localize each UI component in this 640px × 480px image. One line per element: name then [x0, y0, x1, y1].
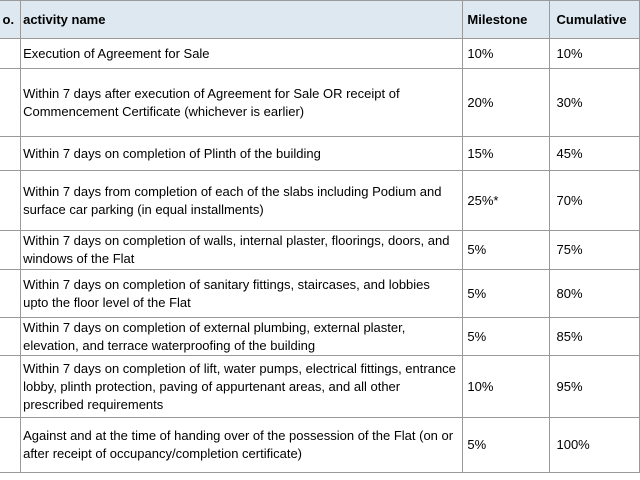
cumulative-cell: 75% — [549, 230, 640, 270]
serial-cell — [0, 230, 22, 270]
cumulative-cell: 100% — [549, 417, 640, 473]
activity-cell: Within 7 days on completion of sanitary … — [20, 269, 464, 318]
table-row: Within 7 days from completion of each of… — [0, 170, 640, 231]
milestone-cell: 5% — [462, 230, 551, 270]
table-row: Within 7 days on completion of external … — [0, 317, 640, 356]
milestone-cell: 25%* — [462, 170, 551, 231]
serial-cell — [0, 136, 22, 171]
serial-cell — [0, 355, 22, 418]
milestone-cell: 5% — [462, 317, 551, 356]
activity-cell: Within 7 days on completion of lift, wat… — [20, 355, 464, 418]
serial-cell — [0, 269, 22, 318]
table-row: Against and at the time of handing over … — [0, 417, 640, 473]
cumulative-cell: 70% — [549, 170, 640, 231]
activity-cell: Against and at the time of handing over … — [20, 417, 464, 473]
cumulative-cell: 85% — [549, 317, 640, 356]
cumulative-cell: 30% — [549, 68, 640, 137]
serial-cell — [0, 417, 22, 473]
milestone-cell: 20% — [462, 68, 551, 137]
cumulative-cell: 10% — [549, 38, 640, 69]
cumulative-cell: 45% — [549, 136, 640, 171]
milestone-cell: 5% — [462, 417, 551, 473]
table-row: Within 7 days on completion of sanitary … — [0, 269, 640, 318]
cumulative-cell: 95% — [549, 355, 640, 418]
milestone-cell: 10% — [462, 38, 551, 69]
milestone-cell: 5% — [462, 269, 551, 318]
cumulative-cell: 80% — [549, 269, 640, 318]
table-row: Execution of Agreement for Sale 10% 10% — [0, 38, 640, 69]
header-activity-name: activity name — [20, 0, 464, 39]
serial-cell — [0, 38, 22, 69]
activity-cell: Within 7 days on completion of Plinth of… — [20, 136, 464, 171]
table-row: Within 7 days after execution of Agreeme… — [0, 68, 640, 137]
header-milestone: Milestone — [462, 0, 551, 39]
milestone-cell: 15% — [462, 136, 551, 171]
header-serial-number: o. — [0, 0, 22, 39]
table-row: Within 7 days on completion of Plinth of… — [0, 136, 640, 171]
activity-cell: Within 7 days after execution of Agreeme… — [20, 68, 464, 137]
table-row: Within 7 days on completion of walls, in… — [0, 230, 640, 270]
table-row: Within 7 days on completion of lift, wat… — [0, 355, 640, 418]
milestone-cell: 10% — [462, 355, 551, 418]
activity-cell: Within 7 days on completion of walls, in… — [20, 230, 464, 270]
serial-cell — [0, 68, 22, 137]
activity-cell: Within 7 days from completion of each of… — [20, 170, 464, 231]
header-row: o. activity name Milestone Cumulative — [0, 0, 640, 39]
activity-cell: Execution of Agreement for Sale — [20, 38, 464, 69]
activity-cell: Within 7 days on completion of external … — [20, 317, 464, 356]
serial-cell — [0, 317, 22, 356]
header-cumulative: Cumulative — [549, 0, 640, 39]
serial-cell — [0, 170, 22, 231]
